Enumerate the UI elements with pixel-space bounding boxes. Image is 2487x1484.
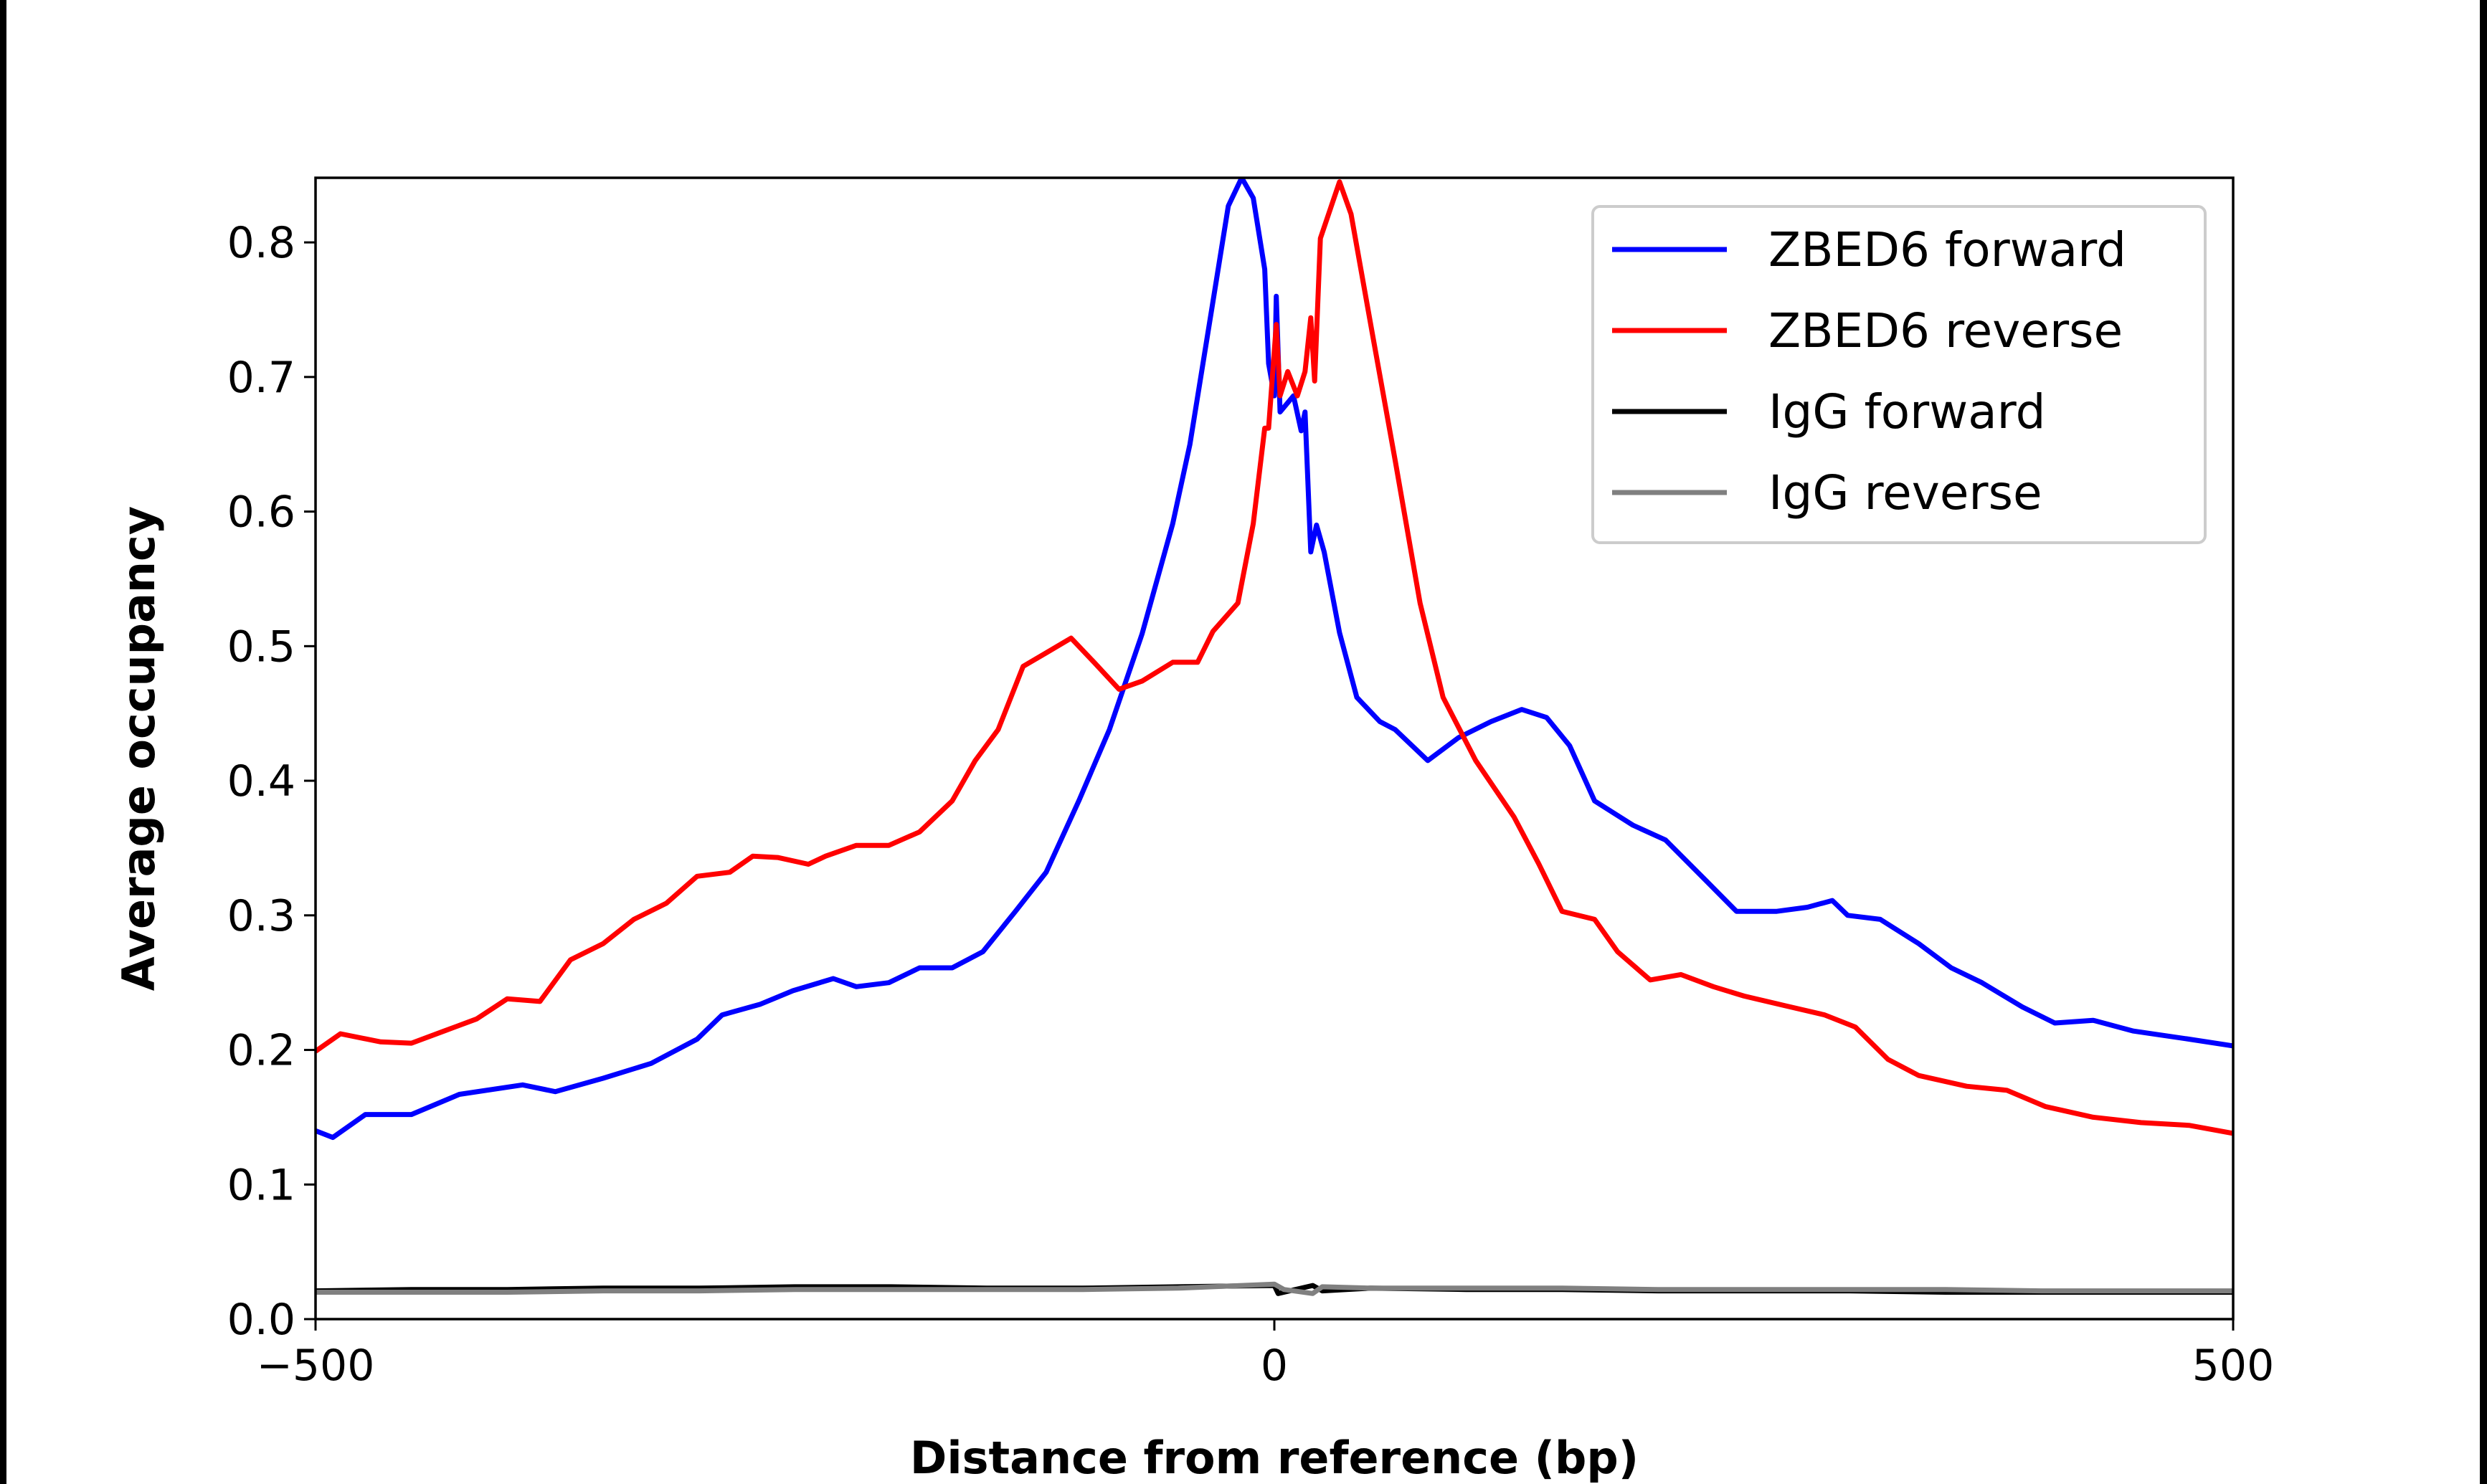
series-line-igg-reverse xyxy=(316,1281,2233,1296)
plot-area: −500 0 500 0.0 0.1 0.2 0.3 0.4 0.5 0.6 0.7 0.8 ZBED6… xyxy=(227,176,2275,1391)
legend-label: IgG reverse xyxy=(1768,465,2042,520)
x-tick-label: 0 xyxy=(1261,1341,1288,1391)
page-border-left xyxy=(0,0,6,1484)
y-tick-label: 0.0 xyxy=(227,1295,295,1345)
legend-label: ZBED6 reverse xyxy=(1768,303,2123,358)
series-group xyxy=(316,178,2233,1296)
legend-label: ZBED6 forward xyxy=(1768,222,2126,277)
y-axis-title: Average occupancy xyxy=(113,506,165,991)
x-tick-label: −500 xyxy=(257,1341,375,1391)
legend-label: IgG forward xyxy=(1768,384,2046,439)
page-border-right xyxy=(2480,0,2487,1484)
y-tick-label: 0.2 xyxy=(227,1026,295,1076)
y-tick-label: 0.3 xyxy=(227,891,295,941)
legend-box xyxy=(1591,205,2207,544)
x-tick-label: 500 xyxy=(2192,1341,2275,1391)
x-axis-title: Distance from reference (bp) xyxy=(910,1432,1639,1484)
y-tick-label: 0.8 xyxy=(227,218,295,268)
legend: ZBED6 forward ZBED6 reverse IgG forward IgG… xyxy=(1591,205,2207,544)
y-tick-label: 0.4 xyxy=(227,756,295,807)
series-line-zbed6-reverse xyxy=(316,179,2233,1136)
y-tick-label: 0.5 xyxy=(227,622,295,672)
y-tick-label: 0.1 xyxy=(227,1160,295,1210)
series-line-zbed6-forward xyxy=(316,178,2233,1141)
y-tick-label: 0.6 xyxy=(227,487,295,538)
y-tick-label: 0.7 xyxy=(227,353,295,403)
